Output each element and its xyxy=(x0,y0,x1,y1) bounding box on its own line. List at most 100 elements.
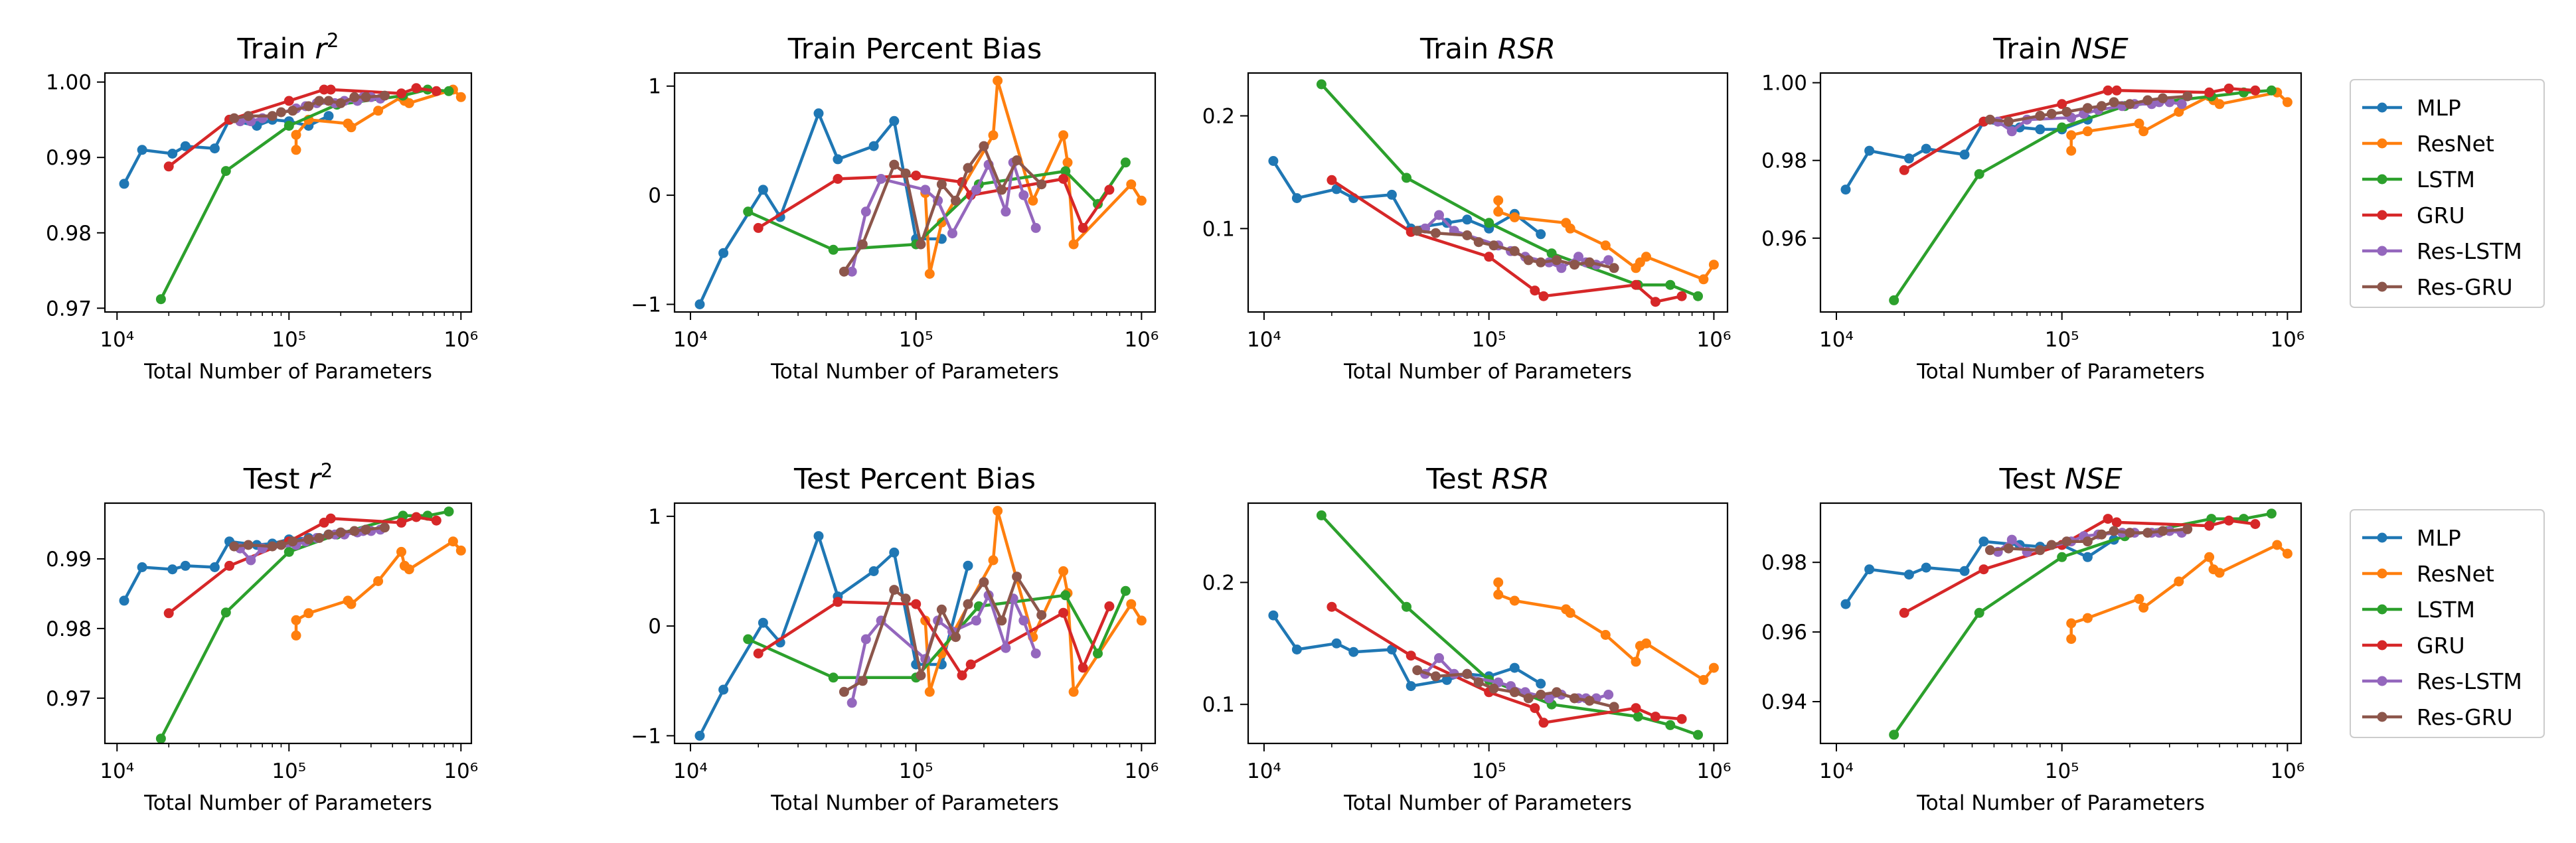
legend-entry-res-gru: Res-GRU xyxy=(2417,274,2513,300)
chart-title: Test Percent Bias xyxy=(793,463,1036,496)
y-tick-label: 0.98 xyxy=(46,222,92,246)
data-point-resnet xyxy=(2272,540,2283,550)
x-tick-label: 10⁵ xyxy=(1472,759,1506,783)
data-point-lstm xyxy=(1120,585,1131,596)
y-tick-label: 0.97 xyxy=(46,297,92,321)
x-tick-label: 10⁶ xyxy=(1124,328,1159,352)
series-line-gru xyxy=(757,600,1111,677)
y-tick-label: 0.2 xyxy=(1202,571,1235,595)
data-point-res-gru xyxy=(1570,260,1579,270)
panel-train-rsr: 10⁴ 10⁵ 10⁶ 0.1 0.2 Train RSR Total Number of … xyxy=(1202,33,1731,384)
data-point-gru xyxy=(2250,85,2261,96)
y-tick-label: 1.00 xyxy=(46,71,92,95)
data-point-mlp xyxy=(758,185,768,195)
legend-entry-mlp: MLP xyxy=(2417,95,2461,121)
data-point-mlp xyxy=(718,248,729,258)
y-tick-label: 0 xyxy=(648,184,661,208)
data-point-mlp xyxy=(868,566,879,576)
data-point-resnet xyxy=(1631,656,1641,667)
data-point-res-gru xyxy=(2109,97,2119,108)
data-point-res-gru xyxy=(839,266,849,277)
series-line-gru xyxy=(1330,179,1682,303)
data-point-res-lstm xyxy=(1434,652,1444,663)
data-point-res-gru xyxy=(2158,526,2168,536)
data-point-res-gru xyxy=(2003,116,2014,127)
data-point-resnet xyxy=(1028,195,1038,206)
data-point-lstm xyxy=(443,506,454,517)
data-point-gru xyxy=(1104,601,1115,611)
y-tick-label: 1 xyxy=(648,505,661,529)
data-point-resnet xyxy=(1062,157,1073,168)
data-point-res-gru xyxy=(2082,536,2093,547)
data-point-gru xyxy=(1631,703,1641,714)
legend-entry-gru: GRU xyxy=(2417,633,2465,658)
data-point-res-gru xyxy=(1570,693,1579,704)
data-point-gru xyxy=(325,513,336,524)
x-tick-label: 10⁵ xyxy=(899,328,933,352)
data-point-res-lstm xyxy=(860,634,871,645)
data-point-lstm xyxy=(828,244,839,255)
data-point-mlp xyxy=(180,560,191,571)
data-point-res-gru xyxy=(379,522,390,533)
data-point-resnet xyxy=(1068,686,1079,697)
data-point-resnet xyxy=(1068,239,1079,250)
data-point-gru xyxy=(2204,520,2215,531)
data-point-res-gru xyxy=(229,113,240,123)
data-point-lstm xyxy=(283,546,294,557)
data-point-res-gru xyxy=(1984,114,1995,125)
data-point-lstm xyxy=(2057,552,2067,562)
data-point-res-lstm xyxy=(1030,649,1041,658)
series-line-resnet xyxy=(294,540,462,636)
data-point-lstm xyxy=(1316,510,1327,520)
data-point-res-gru xyxy=(2182,91,2193,102)
data-point-resnet xyxy=(1136,615,1147,626)
x-axis-label: Total Number of Parameters xyxy=(1916,360,2205,384)
data-point-mlp xyxy=(1291,193,1302,203)
legend-entry-mlp: MLP xyxy=(2417,525,2461,551)
data-point-lstm xyxy=(828,672,839,683)
data-point-resnet xyxy=(1698,274,1709,285)
data-point-res-gru xyxy=(1012,155,1022,165)
data-point-mlp xyxy=(2035,124,2046,135)
legend-entry-res-lstm: Res-LSTM xyxy=(2417,238,2522,264)
data-point-res-gru xyxy=(2142,528,2153,538)
data-point-res-gru xyxy=(1552,255,1562,266)
data-point-gru xyxy=(2057,99,2067,110)
data-point-res-gru xyxy=(276,540,286,550)
data-point-resnet xyxy=(346,122,357,133)
data-point-res-gru xyxy=(1431,671,1441,682)
data-point-gru xyxy=(1631,279,1641,290)
y-tick-label: 0.94 xyxy=(1761,690,1807,714)
data-point-resnet xyxy=(1493,206,1504,217)
x-tick-label: 10⁶ xyxy=(1697,759,1731,783)
legend-entry-resnet: ResNet xyxy=(2417,131,2494,157)
data-point-res-gru xyxy=(314,96,325,106)
data-point-mlp xyxy=(1536,678,1546,689)
x-tick-label: 10⁵ xyxy=(272,328,306,352)
series-line-mlp xyxy=(698,534,970,737)
data-point-lstm xyxy=(1402,601,1411,612)
series-line-gru xyxy=(758,174,1111,230)
data-point-gru xyxy=(1538,718,1549,728)
data-point-res-gru xyxy=(1431,228,1441,238)
data-point-resnet xyxy=(993,506,1003,516)
data-point-res-gru xyxy=(267,541,278,552)
legend-marker xyxy=(2377,604,2387,615)
data-point-resnet xyxy=(1493,195,1504,206)
data-point-res-gru xyxy=(2003,543,2014,554)
data-point-mlp xyxy=(1268,156,1279,166)
data-point-res-gru xyxy=(243,540,254,550)
data-point-res-lstm xyxy=(1001,643,1011,653)
data-point-lstm xyxy=(743,206,754,217)
data-point-res-gru xyxy=(361,92,371,102)
data-point-resnet xyxy=(455,545,466,556)
data-point-res-gru xyxy=(379,90,390,101)
data-point-mlp xyxy=(1903,570,1914,580)
data-point-res-gru xyxy=(1584,257,1595,268)
data-point-res-gru xyxy=(951,195,961,206)
data-point-mlp xyxy=(758,617,768,628)
data-point-mlp xyxy=(963,560,973,571)
data-point-res-gru xyxy=(349,92,360,102)
x-tick-label: 10⁶ xyxy=(1697,328,1731,352)
x-axis-label: Total Number of Parameters xyxy=(1343,360,1632,384)
